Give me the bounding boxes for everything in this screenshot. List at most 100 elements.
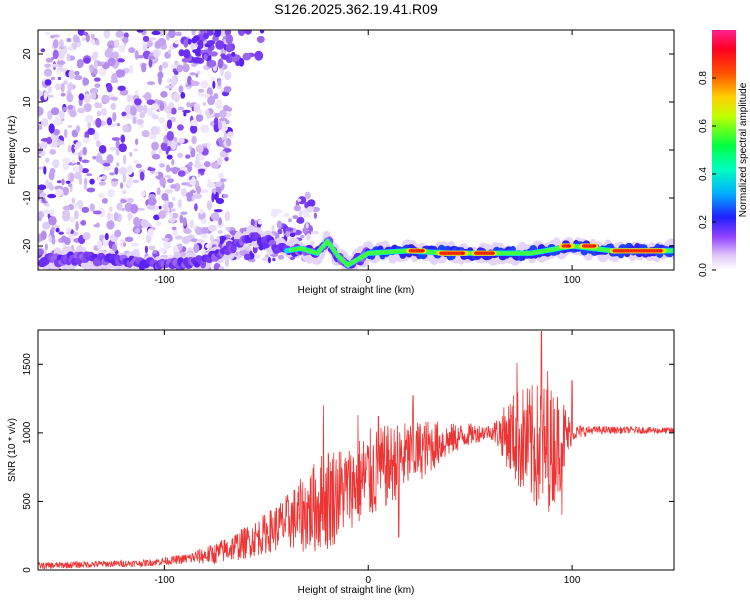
spectral-noise-blob <box>66 92 74 103</box>
snr-series-line <box>38 330 674 570</box>
spectral-noise-blob <box>215 40 225 50</box>
spectral-noise-blob <box>158 64 163 73</box>
spectral-noise-blob <box>49 168 56 174</box>
spectral-noise-blob <box>158 248 166 253</box>
spectral-noise-blob <box>133 159 139 164</box>
y-tick-label: -20 <box>22 238 33 253</box>
spectral-noise-blob <box>73 202 78 209</box>
spectral-noise-blob <box>136 207 146 211</box>
spectral-noise-blob <box>177 106 185 111</box>
spectral-noise-blob <box>97 193 105 199</box>
spectral-noise-blob <box>153 49 160 58</box>
spectral-noise-blob <box>79 150 83 158</box>
spectral-core-blob <box>325 239 330 244</box>
spectral-noise-blob <box>86 173 93 177</box>
x-tick-label: -100 <box>154 575 174 586</box>
spectral-noise-blob <box>164 107 171 114</box>
spectral-noise-blob <box>158 116 166 124</box>
spectral-noise-blob <box>151 153 161 160</box>
spectral-noise-blob <box>72 166 79 173</box>
spectral-noise-blob <box>70 152 79 156</box>
spectral-noise-blob <box>205 243 212 249</box>
spectral-noise-blob <box>103 165 112 171</box>
spectral-noise-blob <box>305 222 309 229</box>
colorbar-ticks: 0.0 0.2 0.4 0.6 0.8 <box>698 71 716 277</box>
spectral-noise-blob <box>220 178 227 182</box>
spectral-noise-blob <box>97 176 103 181</box>
spectral-noise-blob <box>91 38 96 46</box>
spectral-noise-blob <box>50 34 55 39</box>
spectral-noise-blob <box>158 205 162 210</box>
spectral-noise-blob <box>124 236 134 243</box>
spectral-noise-blob <box>104 233 109 241</box>
spectral-noise-blob <box>168 49 172 55</box>
spectral-noise-blob <box>173 70 179 76</box>
spectral-noise-blob <box>235 252 239 257</box>
spectral-noise-blob <box>122 124 130 133</box>
spectral-noise-blob <box>210 212 220 221</box>
spectral-noise-blob <box>103 30 111 39</box>
spectral-noise-blob <box>186 195 192 202</box>
spectral-noise-blob <box>207 95 216 106</box>
spectral-noise-blob <box>267 256 271 264</box>
spectral-noise-blob <box>200 189 209 194</box>
spectral-noise-blob <box>207 142 211 151</box>
spectral-noise-blob <box>129 151 133 157</box>
spectral-noise-blob <box>171 158 175 166</box>
spectral-noise-blob <box>156 187 161 196</box>
spectral-noise-blob <box>277 254 285 260</box>
spectral-noise-blob <box>60 82 65 93</box>
spectral-noise-blob <box>43 92 48 101</box>
spectral-noise-blob <box>259 30 265 34</box>
spectral-noise-blob <box>178 49 185 57</box>
spectral-noise-blob <box>161 237 170 242</box>
spectral-noise-blob <box>214 112 221 119</box>
spectral-noise-blob <box>50 107 60 116</box>
spectral-noise-blob <box>127 212 133 220</box>
spectral-noise-blob <box>74 75 83 81</box>
spectral-noise-blob <box>109 147 118 151</box>
spectral-noise-blob <box>107 189 115 198</box>
spectral-noise-blob <box>44 79 52 86</box>
spectral-noise-blob <box>183 112 187 117</box>
spectral-noise-blob <box>179 214 184 224</box>
y-tick-label: 1500 <box>22 353 33 376</box>
y-tick-label: 1000 <box>22 421 33 444</box>
spectral-noise-blob <box>78 163 83 173</box>
spectral-noise-blob <box>296 216 305 224</box>
spectral-noise-blob <box>118 166 128 176</box>
spectral-noise-blob <box>85 33 90 43</box>
spectral-noise-blob <box>195 157 200 168</box>
spectral-noise-blob <box>219 109 227 119</box>
spectral-noise-blob <box>211 192 215 203</box>
spectral-noise-blob <box>68 69 75 80</box>
spectral-noise-blob <box>173 251 182 259</box>
spectral-noise-blob <box>170 208 176 212</box>
spectral-noise-blob <box>298 209 303 219</box>
spectral-noise-blob <box>126 197 134 203</box>
spectral-noise-blob <box>71 144 76 154</box>
spectral-noise-blob <box>133 148 138 152</box>
spectral-noise-blob <box>58 39 64 48</box>
spectral-noise-blob <box>200 226 209 234</box>
spectral-noise-blob <box>157 149 163 155</box>
x-tick-label: 0 <box>365 575 371 586</box>
spectral-noise-blob <box>49 209 55 217</box>
spectral-noise-blob <box>65 180 71 185</box>
spectral-noise-blob <box>51 237 56 245</box>
spectral-noise-blob <box>181 188 187 197</box>
spectral-noise-blob <box>111 178 119 182</box>
spectral-core-blob <box>329 244 334 249</box>
spectral-noise-blob <box>272 257 276 262</box>
spectral-noise-blob <box>206 109 210 120</box>
spectral-noise-blob <box>102 162 111 167</box>
spectral-noise-blob <box>177 243 183 251</box>
spectral-noise-blob <box>190 147 196 158</box>
spectral-noise-blob <box>289 232 296 238</box>
spectral-noise-blob <box>195 114 204 122</box>
spectral-noise-blob <box>106 84 113 93</box>
spectral-noise-blob <box>128 47 136 54</box>
spectral-noise-blob <box>231 51 236 57</box>
snr-frame <box>37 329 675 571</box>
spectral-noise-blob <box>188 161 193 167</box>
